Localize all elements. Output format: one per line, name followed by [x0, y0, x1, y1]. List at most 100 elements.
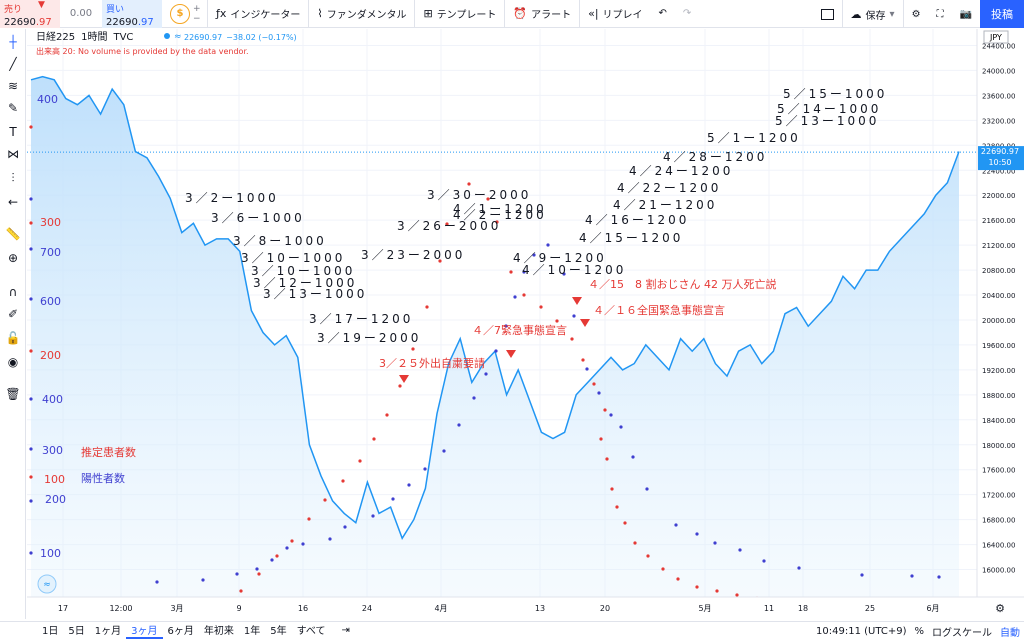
time-tick: 17 [58, 604, 68, 613]
lock-icon[interactable]: 🔓 [5, 331, 21, 345]
brush-icon[interactable]: ✎ [7, 101, 19, 115]
ruler-icon[interactable]: 📏 [5, 227, 21, 241]
annotation-text[interactable]: 4／10ー1200 [522, 263, 626, 277]
snapshot-button[interactable]: 📷 [952, 0, 980, 28]
date-range-icon[interactable]: ⇥ [341, 625, 350, 636]
range-button[interactable]: 3ヶ月 [126, 622, 163, 639]
pattern-icon[interactable]: ⋈ [7, 147, 19, 161]
annotation-text[interactable]: 5／13ー1000 [775, 114, 879, 128]
range-button[interactable]: 1ヶ月 [94, 626, 122, 637]
event-annotation[interactable]: 3／２５外出自粛要請 [379, 356, 485, 370]
event-annotation[interactable]: ４／7緊急事態宣言 [472, 323, 567, 337]
event-marker-icon[interactable] [399, 375, 409, 383]
price-tick: 21600.00 [982, 217, 1015, 225]
annotation-text[interactable]: 3／13ー1000 [263, 287, 367, 301]
range-button[interactable]: 6ヶ月 [167, 626, 194, 637]
annotation-text[interactable]: 4／16ー1200 [585, 213, 689, 227]
log-scale-toggle[interactable]: ログスケール [932, 627, 992, 639]
post-button[interactable]: 投稿 [980, 0, 1024, 28]
indicators-button[interactable]: ƒx インジケーター [207, 0, 308, 28]
alert-button[interactable]: ⏰ アラート [504, 0, 579, 28]
annotation-text[interactable]: 4／24ー1200 [629, 164, 733, 178]
event-marker-icon[interactable] [506, 350, 516, 358]
fib-icon[interactable]: ≋ [7, 79, 19, 93]
annotation-text[interactable]: 3／10ー1000 [251, 264, 355, 278]
annotation-text[interactable]: 3／12ー1000 [253, 276, 357, 290]
range-button[interactable]: 1日 [42, 626, 59, 637]
zoom-icon[interactable]: ⊕ [7, 251, 19, 265]
layout-icon[interactable] [820, 8, 834, 20]
undo-button[interactable]: ↶ [658, 8, 667, 19]
price-tick: 16400.00 [982, 542, 1015, 550]
buy-button[interactable]: 買い 22690.97 [102, 0, 162, 28]
annotation-text[interactable]: 4／9ー1200 [513, 251, 607, 265]
annotation-text[interactable]: 4／21ー1200 [613, 198, 717, 212]
percent-toggle[interactable]: % [914, 625, 924, 637]
annotation-text[interactable]: 3／26ー2000 [397, 219, 501, 233]
left-scale-label: 300 [42, 444, 63, 457]
trendline-icon[interactable]: ╱ [9, 57, 17, 71]
annotation-text[interactable]: 4／15ー1200 [579, 231, 683, 245]
annotation-text[interactable]: 3／8ー1000 [233, 234, 327, 248]
text-icon[interactable]: T [9, 125, 17, 139]
countdown-label: 10:50 [988, 158, 1011, 167]
auto-scale-toggle[interactable]: 自動 [1000, 627, 1020, 639]
replay-button[interactable]: «| リプレイ [579, 0, 650, 28]
range-button[interactable]: 5日 [68, 626, 85, 637]
tradingview-logo[interactable] [37, 574, 57, 594]
template-button[interactable]: ⊞ テンプレート [414, 0, 504, 28]
trash-icon[interactable]: 🗑 [5, 387, 21, 401]
range-button[interactable]: 1年 [243, 626, 261, 637]
redo-button[interactable]: ↷ [682, 8, 692, 19]
estimated-dot [522, 293, 526, 297]
annotation-text[interactable]: 3／23ー2000 [361, 248, 465, 262]
price-tick: 21200.00 [982, 242, 1015, 250]
back-arrow-icon[interactable]: ← [7, 195, 19, 209]
annotation-text[interactable]: 5／14ー1000 [777, 102, 881, 116]
price-axis[interactable] [977, 29, 1024, 597]
fullscreen-button[interactable]: ⛶ [929, 0, 952, 28]
annotation-text[interactable]: 4／22ー1200 [617, 181, 721, 195]
symbol-label[interactable]: 日経225 1時間 TVC [36, 30, 133, 43]
currency-badge[interactable] [983, 30, 1009, 44]
crosshair-icon[interactable]: ┼ [9, 35, 17, 49]
event-annotation[interactable]: ４／１６全国緊急事態宣言 [593, 303, 725, 317]
prediction-icon[interactable]: ⫶ [11, 171, 15, 185]
range-selector: 1日 5日 1ヶ月 3ヶ月 6ヶ月 年初来 1年 5年 すべて [37, 622, 331, 639]
down-arrow-icon: ▼ [38, 0, 45, 10]
annotation-text[interactable]: 4／1ー1200 [453, 202, 547, 216]
event-annotation[interactable]: ４／15 8 割おじさん 42 万人死亡説 [588, 277, 776, 291]
annotation-text[interactable]: 3／30ー2000 [427, 188, 531, 202]
time-display[interactable]: 10:49:11 (UTC+9) [816, 625, 907, 637]
estimated-dot [495, 220, 499, 224]
price-tick: 24400.00 [982, 42, 1015, 50]
pencil-lock-icon[interactable]: ✐ [7, 307, 19, 321]
annotation-text[interactable]: 4／28ー1200 [663, 150, 767, 164]
positive-dot [522, 270, 526, 274]
settings-button[interactable]: ⚙ [902, 0, 929, 28]
annotation-text[interactable]: 3／19ー2000 [317, 331, 421, 345]
axis-settings-icon[interactable]: ⚙ [995, 602, 1005, 615]
annotation-text[interactable]: 5／1ー1200 [707, 131, 801, 145]
annotation-text[interactable]: 5／15ー1000 [783, 87, 887, 101]
magnet-icon[interactable]: ∩ [8, 285, 18, 299]
range-button[interactable]: 年初来 [203, 626, 234, 637]
annotation-text[interactable]: 3／10ー1000 [241, 251, 345, 265]
annotation-text[interactable]: 3／6ー1000 [211, 211, 305, 225]
range-button[interactable]: 5年 [270, 626, 287, 637]
range-button[interactable]: すべて [296, 626, 326, 637]
quantity-stepper[interactable]: + − [193, 3, 201, 24]
price-tick: 22000.00 [982, 192, 1015, 200]
save-button[interactable]: ☁ 保存 ▾ [841, 0, 903, 28]
annotation-text[interactable]: 4／2ー1200 [453, 208, 547, 222]
fundamentals-button[interactable]: ⌇ ファンダメンタル [308, 0, 414, 28]
currency-icon[interactable]: $ [170, 3, 190, 24]
time-axis[interactable] [27, 597, 1024, 620]
event-marker-icon[interactable] [572, 297, 582, 305]
eye-icon[interactable]: ◉ [7, 355, 19, 369]
event-marker-icon[interactable] [580, 319, 590, 327]
annotation-text[interactable]: 3／17ー1200 [309, 312, 413, 326]
annotation-text[interactable]: 3／2ー1000 [185, 191, 279, 205]
sell-button[interactable]: 売り ▼ 22690.97 [0, 0, 60, 28]
